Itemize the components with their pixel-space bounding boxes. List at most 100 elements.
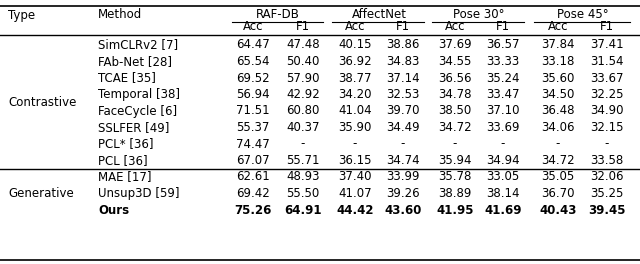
Text: MAE [17]: MAE [17] bbox=[98, 171, 152, 183]
Text: 34.74: 34.74 bbox=[386, 154, 420, 167]
Text: Ours: Ours bbox=[98, 204, 129, 216]
Text: 62.61: 62.61 bbox=[236, 171, 270, 183]
Text: 32.15: 32.15 bbox=[590, 121, 624, 134]
Text: 36.92: 36.92 bbox=[338, 55, 372, 68]
Text: 56.94: 56.94 bbox=[236, 88, 270, 101]
Text: 33.58: 33.58 bbox=[590, 154, 623, 167]
Text: F1: F1 bbox=[496, 21, 510, 34]
Text: 57.90: 57.90 bbox=[286, 72, 320, 84]
Text: F1: F1 bbox=[296, 21, 310, 34]
Text: 38.86: 38.86 bbox=[387, 39, 420, 51]
Text: 34.72: 34.72 bbox=[541, 154, 575, 167]
Text: 69.42: 69.42 bbox=[236, 187, 270, 200]
Text: Pose 30°: Pose 30° bbox=[453, 8, 505, 21]
Text: 33.05: 33.05 bbox=[486, 171, 520, 183]
Text: Acc: Acc bbox=[243, 21, 263, 34]
Text: 37.84: 37.84 bbox=[541, 39, 575, 51]
Text: 35.90: 35.90 bbox=[339, 121, 372, 134]
Text: 35.05: 35.05 bbox=[541, 171, 575, 183]
Text: 33.47: 33.47 bbox=[486, 88, 520, 101]
Text: 32.06: 32.06 bbox=[590, 171, 624, 183]
Text: 39.45: 39.45 bbox=[588, 204, 626, 216]
Text: 67.07: 67.07 bbox=[236, 154, 270, 167]
Text: 55.37: 55.37 bbox=[236, 121, 269, 134]
Text: -: - bbox=[605, 138, 609, 150]
Text: 38.50: 38.50 bbox=[438, 105, 472, 117]
Text: 55.50: 55.50 bbox=[286, 187, 319, 200]
Text: 71.51: 71.51 bbox=[236, 105, 270, 117]
Text: 36.70: 36.70 bbox=[541, 187, 575, 200]
Text: Temporal [38]: Temporal [38] bbox=[98, 88, 180, 101]
Text: 41.07: 41.07 bbox=[338, 187, 372, 200]
Text: FAb-Net [28]: FAb-Net [28] bbox=[98, 55, 172, 68]
Text: 34.49: 34.49 bbox=[386, 121, 420, 134]
Text: 33.33: 33.33 bbox=[486, 55, 520, 68]
Text: 33.99: 33.99 bbox=[387, 171, 420, 183]
Text: TCAE [35]: TCAE [35] bbox=[98, 72, 156, 84]
Text: AffectNet: AffectNet bbox=[351, 8, 406, 21]
Text: -: - bbox=[501, 138, 505, 150]
Text: 44.42: 44.42 bbox=[336, 204, 374, 216]
Text: 37.14: 37.14 bbox=[386, 72, 420, 84]
Text: 37.69: 37.69 bbox=[438, 39, 472, 51]
Text: 33.67: 33.67 bbox=[590, 72, 624, 84]
Text: 34.72: 34.72 bbox=[438, 121, 472, 134]
Text: -: - bbox=[556, 138, 560, 150]
Text: 36.57: 36.57 bbox=[486, 39, 520, 51]
Text: 34.55: 34.55 bbox=[438, 55, 472, 68]
Text: 40.15: 40.15 bbox=[339, 39, 372, 51]
Text: 43.60: 43.60 bbox=[384, 204, 422, 216]
Text: Unsup3D [59]: Unsup3D [59] bbox=[98, 187, 179, 200]
Text: 37.41: 37.41 bbox=[590, 39, 624, 51]
Text: 34.94: 34.94 bbox=[486, 154, 520, 167]
Text: 35.94: 35.94 bbox=[438, 154, 472, 167]
Text: Contrastive: Contrastive bbox=[8, 96, 76, 109]
Text: 34.20: 34.20 bbox=[339, 88, 372, 101]
Text: F1: F1 bbox=[600, 21, 614, 34]
Text: F1: F1 bbox=[396, 21, 410, 34]
Text: 48.93: 48.93 bbox=[286, 171, 320, 183]
Text: SSLFER [49]: SSLFER [49] bbox=[98, 121, 170, 134]
Text: Pose 45°: Pose 45° bbox=[557, 8, 609, 21]
Text: 75.26: 75.26 bbox=[234, 204, 272, 216]
Text: 38.14: 38.14 bbox=[486, 187, 520, 200]
Text: 33.69: 33.69 bbox=[486, 121, 520, 134]
Text: 35.78: 35.78 bbox=[438, 171, 472, 183]
Text: 65.54: 65.54 bbox=[236, 55, 269, 68]
Text: 60.80: 60.80 bbox=[286, 105, 320, 117]
Text: 37.10: 37.10 bbox=[486, 105, 520, 117]
Text: 34.50: 34.50 bbox=[541, 88, 575, 101]
Text: 38.89: 38.89 bbox=[438, 187, 472, 200]
Text: -: - bbox=[453, 138, 457, 150]
Text: 69.52: 69.52 bbox=[236, 72, 270, 84]
Text: 39.70: 39.70 bbox=[387, 105, 420, 117]
Text: 42.92: 42.92 bbox=[286, 88, 320, 101]
Text: PCL [36]: PCL [36] bbox=[98, 154, 148, 167]
Text: 36.15: 36.15 bbox=[339, 154, 372, 167]
Text: 36.56: 36.56 bbox=[438, 72, 472, 84]
Text: 47.48: 47.48 bbox=[286, 39, 320, 51]
Text: 41.95: 41.95 bbox=[436, 204, 474, 216]
Text: 38.77: 38.77 bbox=[339, 72, 372, 84]
Text: 55.71: 55.71 bbox=[286, 154, 320, 167]
Text: 36.48: 36.48 bbox=[541, 105, 575, 117]
Text: 41.69: 41.69 bbox=[484, 204, 522, 216]
Text: FaceCycle [6]: FaceCycle [6] bbox=[98, 105, 177, 117]
Text: 34.78: 34.78 bbox=[438, 88, 472, 101]
Text: 35.24: 35.24 bbox=[486, 72, 520, 84]
Text: 40.43: 40.43 bbox=[540, 204, 577, 216]
Text: 33.18: 33.18 bbox=[541, 55, 575, 68]
Text: SimCLRv2 [7]: SimCLRv2 [7] bbox=[98, 39, 178, 51]
Text: Acc: Acc bbox=[445, 21, 465, 34]
Text: 64.91: 64.91 bbox=[284, 204, 322, 216]
Text: 40.37: 40.37 bbox=[286, 121, 320, 134]
Text: 74.47: 74.47 bbox=[236, 138, 270, 150]
Text: 34.83: 34.83 bbox=[387, 55, 420, 68]
Text: Acc: Acc bbox=[548, 21, 568, 34]
Text: 35.60: 35.60 bbox=[541, 72, 575, 84]
Text: 31.54: 31.54 bbox=[590, 55, 624, 68]
Text: -: - bbox=[401, 138, 405, 150]
Text: 64.47: 64.47 bbox=[236, 39, 270, 51]
Text: -: - bbox=[301, 138, 305, 150]
Text: Type: Type bbox=[8, 8, 35, 21]
